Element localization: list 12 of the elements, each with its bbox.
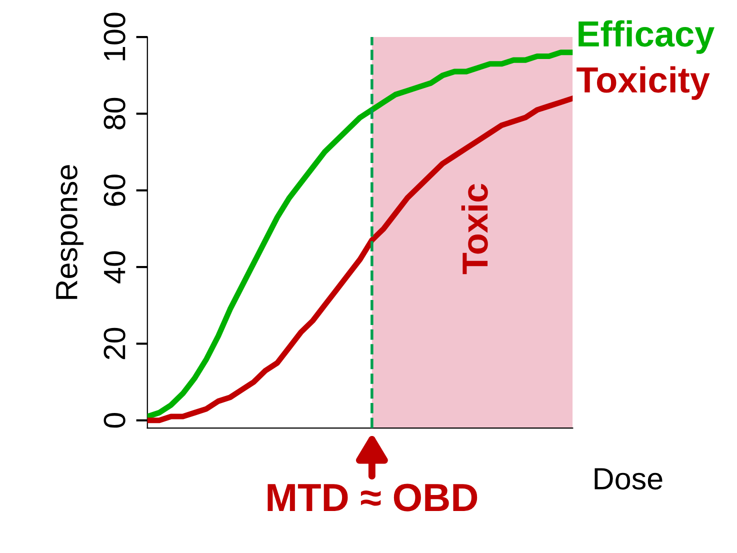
y-tick-label: 0: [104, 413, 126, 428]
x-axis-title: Dose: [594, 468, 662, 490]
y-tick-label: 20: [104, 328, 126, 360]
series-label: Toxicity: [576, 66, 710, 100]
y-tick-label: 40: [104, 251, 126, 284]
series-label: Efficacy: [578, 20, 714, 54]
y-tick-label: 60: [104, 174, 126, 206]
y-axis-title: Response: [56, 165, 84, 299]
text: MTD ≈ OBD: [268, 484, 478, 512]
annotation: Toxic: [461, 184, 488, 274]
y-tick-label: 80: [104, 98, 126, 130]
y-tick-label: 100: [104, 12, 126, 60]
